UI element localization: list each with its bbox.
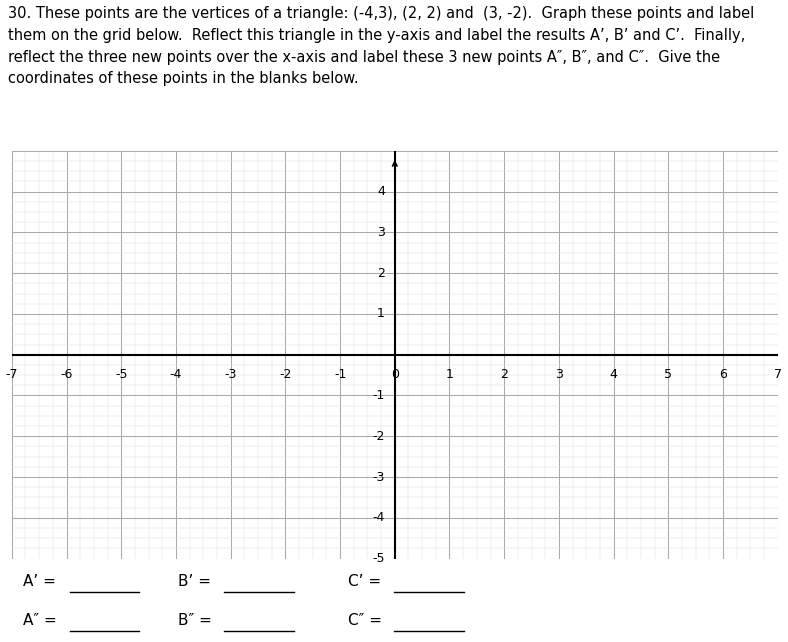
- Text: C″ =: C″ =: [348, 612, 381, 628]
- Text: 2: 2: [500, 368, 508, 381]
- Text: 4: 4: [377, 185, 385, 198]
- Text: -3: -3: [373, 471, 385, 483]
- Text: B″ =: B″ =: [178, 612, 212, 628]
- Text: -5: -5: [115, 368, 128, 381]
- Text: 30. These points are the vertices of a triangle: (-4,3), (2, 2) and  (3, -2).  G: 30. These points are the vertices of a t…: [8, 6, 754, 86]
- Text: 1: 1: [445, 368, 453, 381]
- Text: -6: -6: [61, 368, 72, 381]
- Text: 7: 7: [774, 368, 782, 381]
- Text: -1: -1: [334, 368, 346, 381]
- Text: -4: -4: [373, 511, 385, 525]
- Text: B’ =: B’ =: [178, 573, 210, 589]
- Text: 4: 4: [610, 368, 618, 381]
- Text: C’ =: C’ =: [348, 573, 381, 589]
- Text: A’ =: A’ =: [24, 573, 56, 589]
- Text: 5: 5: [664, 368, 672, 381]
- Text: -5: -5: [373, 552, 385, 565]
- Text: 3: 3: [377, 226, 385, 239]
- Text: 0: 0: [391, 368, 399, 381]
- Text: -2: -2: [373, 429, 385, 443]
- Text: A″ =: A″ =: [24, 612, 57, 628]
- Text: -2: -2: [279, 368, 292, 381]
- Text: -3: -3: [225, 368, 237, 381]
- Text: -1: -1: [373, 389, 385, 402]
- Text: -4: -4: [169, 368, 182, 381]
- Text: 2: 2: [377, 266, 385, 280]
- Text: -7: -7: [6, 368, 18, 381]
- Text: 3: 3: [555, 368, 563, 381]
- Text: 6: 6: [719, 368, 727, 381]
- Text: 1: 1: [377, 308, 385, 320]
